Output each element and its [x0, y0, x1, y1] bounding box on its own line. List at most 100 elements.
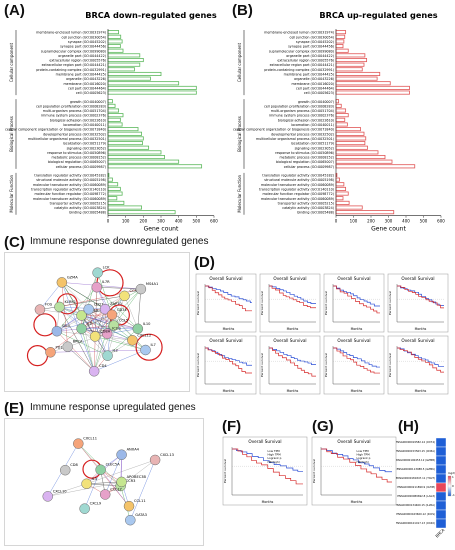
category-label: biological adhesion (GO:0022610) — [278, 118, 334, 122]
category-label: metabolic process (GO:0008152) — [279, 156, 334, 160]
category-label: membrane-enclosed lumen (GO:0031974) — [36, 31, 106, 35]
survival-legend-entry: Logrank p — [357, 456, 371, 460]
bar — [335, 30, 347, 35]
category-label: supramolecular complex (GO:0099080) — [269, 49, 334, 53]
bar — [335, 67, 363, 72]
category-label: locomotion (GO:0040011) — [63, 123, 106, 127]
category-label: supramolecular complex (GO:0099080) — [41, 49, 106, 53]
category-label: molecular function regulator (GO:0098772… — [34, 192, 106, 196]
bar — [107, 30, 120, 35]
bar — [335, 44, 344, 49]
survival-curve — [232, 448, 303, 472]
node-label: SELL — [62, 324, 71, 328]
category-label: developmental process (GO:0032502) — [43, 132, 106, 136]
survival-title: Overall Survival — [273, 338, 306, 343]
category-label: multicellular organismal process (GO:003… — [28, 137, 106, 141]
survival-legend-entry: Logrank p — [268, 456, 282, 460]
heatmap-legend-bar — [447, 475, 452, 497]
survival-frame — [323, 335, 385, 395]
category-label: catalytic activity (GO:0003824) — [282, 206, 334, 210]
bar — [335, 76, 378, 81]
survival-curve — [205, 347, 252, 374]
bar — [335, 85, 410, 90]
x-tick-label: 600 — [437, 219, 445, 224]
survival-y-label: Percent survival — [324, 291, 328, 315]
bar — [335, 81, 391, 86]
category-label: extracellular region part (GO:0044421) — [42, 63, 106, 67]
network-node — [73, 438, 84, 449]
category-label: cellular component organization or bioge… — [5, 128, 106, 132]
category-label: signaling (GO:0023052) — [295, 146, 334, 150]
survival-y-label: Percent survival — [196, 353, 200, 377]
node-label: CD4 — [99, 364, 107, 368]
survival-x-label: Months — [287, 327, 299, 331]
node-label: CD8A — [100, 329, 111, 333]
survival-x-label: Months — [223, 389, 235, 393]
survival-title: Overall Survival — [401, 276, 434, 281]
network-node — [127, 335, 138, 346]
network-edge — [47, 481, 122, 497]
category-label: catalytic activity (GO:0003824) — [54, 206, 106, 210]
bar — [335, 210, 395, 215]
network-node — [59, 464, 71, 476]
node-label: MS4A1 — [146, 282, 158, 286]
node-label: APOBEC3B — [127, 475, 147, 479]
bar — [107, 71, 162, 76]
bar — [335, 39, 345, 44]
x-tick-label: 400 — [402, 219, 410, 224]
bar — [335, 191, 349, 196]
category-label: cell (GO:0005623) — [304, 91, 334, 95]
bar — [107, 210, 176, 215]
network-edge — [124, 295, 139, 329]
x-axis-label: Gene count — [371, 226, 406, 232]
bar — [335, 141, 366, 146]
network-node — [116, 449, 127, 460]
network-node — [132, 323, 144, 335]
bar — [107, 196, 118, 201]
node-label: IL6 — [87, 322, 93, 326]
bar — [107, 186, 121, 191]
network-node — [91, 281, 103, 293]
node-label: ANXA4 — [127, 448, 140, 452]
heatmap-row-label: ENSG00000211899.9 (IGHM) — [397, 485, 435, 489]
survival-curve — [269, 347, 316, 377]
survival-frame — [323, 273, 385, 333]
survival-curve — [321, 448, 392, 473]
network-edge — [86, 459, 156, 485]
survival-grid: Overall Survival Months Percent survival Ov… — [195, 273, 449, 395]
category-label: transcription regulator activity (GO:014… — [31, 187, 106, 191]
category-label: localization (GO:0051179) — [291, 142, 334, 146]
heatmap-row-label: ENSG00000181847.11 (TIGIT) — [396, 476, 435, 480]
bar — [107, 67, 135, 72]
node-label: CCR3 — [126, 479, 136, 483]
network-edge — [61, 282, 138, 330]
panel-letter-e: (E) — [4, 400, 24, 417]
network-edge — [78, 443, 101, 470]
heatmap-row-label: ENSG00000134460.15 (IL2RA) — [396, 503, 435, 507]
category-label: cell (GO:0005623) — [76, 91, 106, 95]
survival-frame — [387, 273, 449, 333]
heatmap-cell — [435, 491, 447, 502]
node-label: IL3 — [92, 477, 97, 481]
network-c-title: Immune response downregulated genes — [30, 236, 209, 247]
survival-frame — [259, 273, 321, 333]
category-label: membrane part (GO:0044425) — [284, 73, 334, 77]
group-label: Biological Process — [9, 116, 14, 152]
survival-x-label: Months — [351, 389, 363, 393]
network-edge — [59, 306, 138, 330]
bar — [107, 113, 124, 118]
network-edge — [78, 443, 130, 507]
bar — [335, 34, 346, 39]
heatmap-cell — [435, 518, 447, 529]
node-label: CCL11 — [134, 499, 146, 503]
network-node — [140, 344, 151, 356]
bar — [335, 108, 347, 113]
node-label: FOS — [45, 303, 53, 307]
bar — [107, 122, 123, 127]
node-label: CXCL11 — [83, 437, 97, 441]
network-edge — [59, 306, 96, 337]
category-label: growth (GO:0040007) — [70, 100, 106, 104]
category-label: developmental process (GO:0032502) — [271, 132, 334, 136]
group-label: Cellular component — [237, 43, 242, 83]
network-edge — [39, 282, 63, 310]
